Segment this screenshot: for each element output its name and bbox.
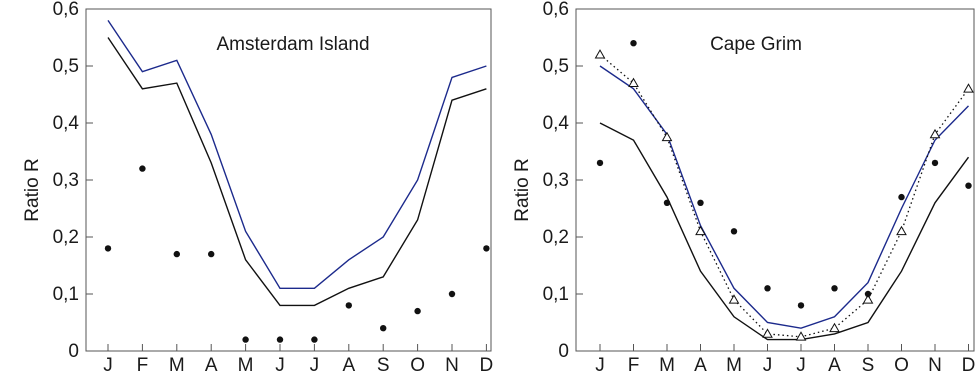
triangle-marker [963,83,974,93]
y-tick-label: 0,1 [543,284,569,305]
y-tick-label: 0,2 [543,227,569,248]
data-point [965,182,972,189]
data-point [663,199,671,206]
y-tick-label: 0 [68,341,79,362]
panel-title: Cape Grim [710,34,802,55]
x-tick-label: J [310,355,320,374]
x-tick-label: A [828,355,841,374]
triangle-marker [762,328,773,338]
data-point [345,302,352,309]
data-point [898,193,905,201]
data-point [931,159,939,167]
x-tick-label: N [445,355,459,374]
data-point [730,228,738,235]
x-tick-label: A [205,355,218,374]
y-axis-label: Ratio R [512,158,533,221]
y-tick-label: 0,2 [53,227,79,248]
x-tick-label: J [275,355,285,374]
data-point [864,290,872,298]
series-0 [599,65,970,329]
data-point [764,285,771,292]
triangle-marker [695,225,706,236]
x-tick-label: S [862,355,875,374]
y-tick-label: 0,1 [53,284,79,305]
x-tick-label: F [137,355,149,374]
series-2 [104,165,490,343]
x-tick-label: D [480,355,494,374]
data-point [448,290,456,298]
data-point [797,302,805,309]
data-point [311,336,318,343]
y-tick-label: 0,4 [543,113,570,134]
triangle-marker [728,294,740,304]
series-2 [594,49,974,341]
x-tick-label: M [726,355,742,374]
x-tick-label: F [628,355,640,374]
x-tick-label: M [238,355,254,374]
x-tick-label: A [694,355,707,374]
x-tick-label: N [928,355,942,374]
plot-frame [85,8,492,352]
data-point [596,159,604,167]
x-tick-label: J [103,355,113,374]
x-tick-label: M [659,355,675,374]
data-point [242,336,249,343]
y-tick-label: 0,3 [53,170,79,191]
y-tick-label: 0,4 [53,113,80,134]
panel-amsterdam-island: 0 0,1 0,2 0,3 0,4 0,5 0,6 J F M A M J J A S O N D Ratio R Am… [22,0,493,374]
data-point [276,336,284,343]
x-tick-label: J [796,355,806,374]
series-1 [107,37,487,307]
data-point [414,307,421,315]
data-point [104,245,112,252]
y-tick-label: 0,5 [53,56,79,77]
series-line [599,65,970,329]
series-line [107,20,487,289]
triangle-marker [862,294,874,304]
triangle-marker [661,131,673,142]
x-tick-label: J [595,355,605,374]
triangle-marker [594,49,606,59]
series-0 [107,20,487,289]
x-tick-label: O [410,355,425,374]
triangle-marker [829,322,840,333]
data-point [630,40,637,47]
data-point [697,199,704,206]
x-tick-label: J [763,355,773,374]
data-point [139,165,146,172]
y-tick-label: 0,6 [53,0,79,20]
y-tick-label: 0,6 [543,0,569,20]
y-axis-label: Ratio R [22,158,43,221]
data-point [831,285,838,292]
data-point [380,325,387,332]
triangle-marker [929,128,941,139]
panel-title: Amsterdam Island [216,34,369,55]
series-line [107,37,487,307]
data-point [208,250,215,258]
y-tick-label: 0,3 [543,170,569,191]
x-tick-label: M [169,355,185,374]
triangle-marker [628,77,639,87]
series-1 [599,122,970,341]
y-tick-label: 0 [558,341,569,362]
x-tick-label: S [377,355,390,374]
series-line [599,54,970,338]
triangle-marker [896,225,907,236]
series-line [599,122,970,341]
y-tick-label: 0,5 [543,56,569,77]
plot-frame [575,8,975,352]
x-tick-label: D [962,355,976,374]
data-point [483,245,490,252]
triangle-marker [795,331,807,341]
x-tick-label: O [894,355,909,374]
series-3 [596,40,972,309]
x-tick-label: A [342,355,355,374]
data-point [173,250,180,258]
